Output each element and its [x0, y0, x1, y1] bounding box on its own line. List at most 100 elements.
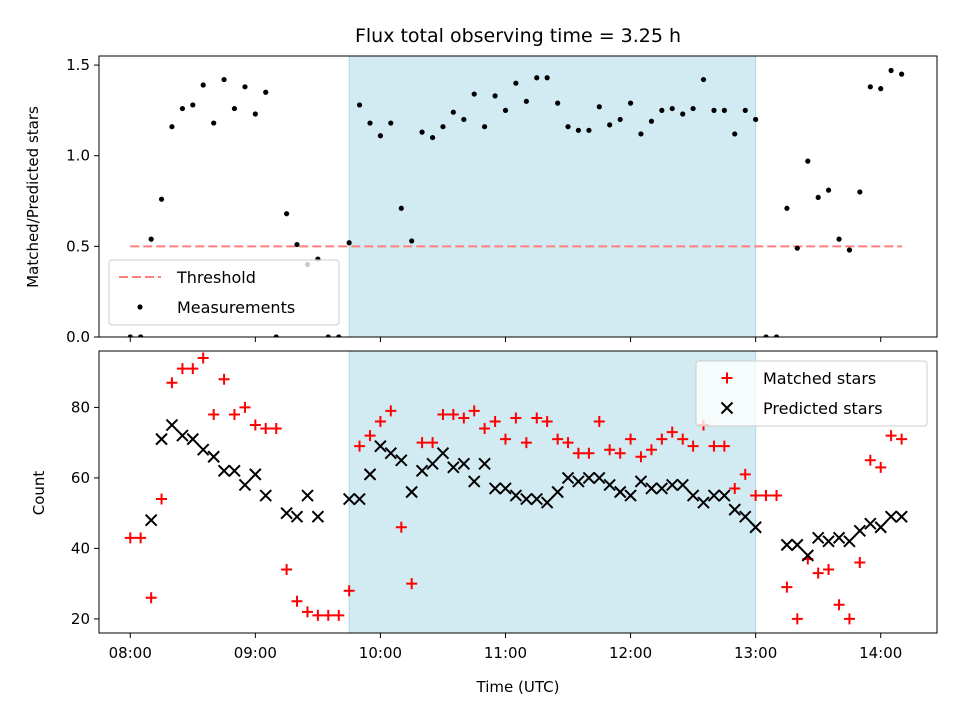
legend-bottom-box: [695, 360, 928, 427]
top-y-tick-label: 0.5: [66, 237, 90, 255]
predicted-point: [811, 531, 825, 545]
chart-title: Flux total observing time = 3.25 h: [355, 25, 681, 47]
measurement-point: [336, 334, 342, 337]
matched-point: [281, 564, 293, 576]
measurement-point: [732, 131, 738, 137]
predicted-point: [405, 485, 418, 499]
matched-point: [552, 433, 564, 445]
predicted-point: [697, 496, 710, 509]
measurement-point: [878, 86, 884, 92]
predicted-point: [165, 418, 179, 432]
matched-point: [124, 532, 136, 544]
matched-point: [447, 408, 459, 420]
legend-measurement-label: Measurements: [177, 298, 295, 317]
y-axis-label-bottom: Count: [30, 471, 48, 516]
matched-point: [572, 447, 584, 459]
measurement-point: [888, 67, 894, 74]
predicted-point: [593, 471, 606, 485]
matched-point: [343, 585, 355, 597]
measurement-point: [294, 241, 300, 248]
measurement-point: [231, 105, 238, 112]
legend-matched-label: Matched stars: [763, 369, 876, 388]
matched-point: [468, 405, 480, 417]
predicted-point: [780, 538, 794, 552]
measurement-point: [700, 76, 707, 83]
matched-point: [291, 595, 303, 607]
bottom-x-tick-label: 13:00: [734, 644, 777, 662]
measurement-point: [815, 194, 821, 201]
predicted-point: [613, 485, 627, 499]
measurement-point: [138, 334, 144, 337]
measurement-point: [158, 196, 165, 202]
predicted-point: [228, 464, 241, 478]
matched-point: [739, 468, 751, 480]
predicted-point: [561, 471, 575, 485]
predicted-point: [249, 468, 262, 481]
matched-point: [187, 363, 199, 375]
bottom-x-tick-label: 12:00: [609, 644, 652, 662]
matched-point: [687, 440, 699, 452]
measurement-point: [575, 127, 582, 133]
bottom-series-x: [144, 418, 908, 562]
measurement-point: [513, 80, 519, 86]
predicted-point: [832, 531, 846, 545]
predicted-point: [217, 464, 231, 478]
predicted-point: [739, 510, 752, 523]
measurement-point: [179, 105, 186, 112]
matched-point: [635, 451, 647, 463]
matched-point: [864, 454, 876, 466]
bottom-x-tick-label: 11:00: [484, 644, 527, 662]
predicted-point: [468, 475, 481, 488]
measurement-point: [555, 100, 561, 106]
matched-point: [406, 578, 418, 590]
measurement-point: [586, 127, 592, 133]
matched-point: [771, 490, 783, 502]
predicted-point: [749, 521, 762, 534]
matched-point: [812, 567, 824, 579]
y-axis-label-top: Matched/Predicted stars: [24, 106, 42, 288]
predicted-point: [874, 521, 887, 534]
measurement-point: [659, 107, 665, 113]
matched-point: [708, 440, 720, 452]
predicted-point: [363, 468, 377, 481]
matched-point: [166, 377, 178, 389]
matched-point: [301, 606, 313, 618]
measurement-point: [284, 211, 290, 217]
measurement-point: [502, 107, 509, 113]
measurement-point: [805, 158, 811, 164]
measurement-point: [398, 205, 404, 211]
measurement-point: [899, 71, 905, 77]
matched-point: [239, 401, 251, 413]
matched-point: [260, 423, 272, 435]
measurement-point: [242, 84, 248, 90]
measurement-point: [346, 240, 352, 246]
measurement-point: [440, 124, 446, 130]
predicted-point: [447, 461, 460, 474]
measurement-point: [252, 111, 258, 117]
matched-point: [135, 532, 147, 544]
legend-top-box: [108, 259, 340, 326]
matched-point: [885, 430, 897, 442]
predicted-point: [666, 478, 679, 492]
matched-point: [781, 581, 793, 593]
matched-point: [729, 482, 741, 494]
matched-point: [843, 613, 855, 625]
top-marks: [127, 67, 905, 337]
measurement-point: [388, 120, 394, 126]
x-axis-label: Time (UTC): [476, 678, 560, 696]
measurement-point: [784, 205, 790, 211]
predicted-point: [259, 489, 272, 502]
matched-point: [750, 490, 762, 502]
predicted-point: [238, 478, 252, 492]
matched-point: [416, 437, 428, 449]
measurement-point: [263, 89, 269, 95]
measurement-point: [273, 334, 279, 337]
top-y-tick-label: 1.0: [66, 147, 90, 165]
matched-point: [583, 447, 595, 459]
predicted-point: [676, 478, 689, 492]
matched-point: [176, 363, 188, 375]
matched-point: [427, 437, 439, 449]
bottom-x-tick-label: 14:00: [859, 644, 902, 662]
measurement-point: [669, 105, 675, 112]
predicted-point: [572, 475, 585, 488]
